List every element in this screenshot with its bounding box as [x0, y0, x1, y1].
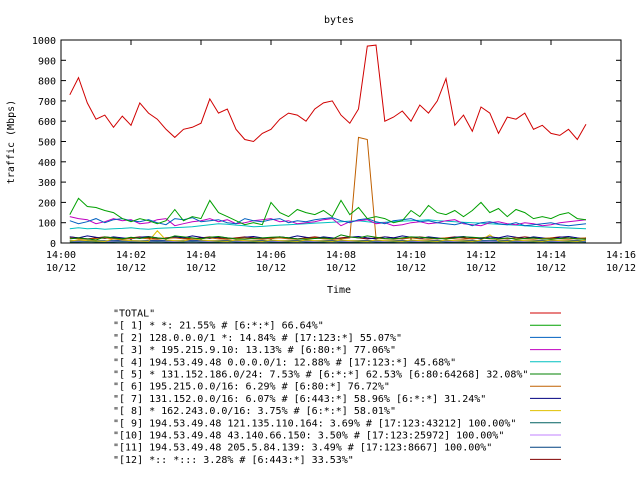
y-tick-label: 600	[38, 117, 56, 128]
series-line-0	[69, 44, 587, 143]
x-tick-date: 10/12	[466, 263, 496, 274]
legend-entry-label: "[12] *:: *::: 3.28% # [6:443:*] 33.53%"	[113, 455, 354, 466]
y-tick-label: 1000	[32, 36, 56, 47]
y-tick-label: 300	[38, 178, 56, 189]
plot-frame	[60, 39, 622, 244]
y-tick-label: 100	[38, 219, 56, 230]
y-tick-label: 900	[38, 56, 56, 67]
y-tick-label: 200	[38, 198, 56, 209]
y-tick-label: 500	[38, 138, 56, 149]
x-tick-time: 14:04	[186, 250, 216, 261]
legend-entry-label: "[ 6] 195.215.0.0/16: 6.29% # [6:80:*] 7…	[113, 382, 390, 393]
x-tick-date: 10/12	[396, 263, 426, 274]
legend-entry-label: "[ 7] 131.152.0.0/16: 6.07% # [6:443:*] …	[113, 394, 486, 405]
y-axis-label: traffic (Mbps)	[6, 100, 17, 184]
x-axis-label: Time	[327, 285, 351, 296]
x-tick-date: 10/12	[606, 263, 636, 274]
legend-entry-label: "[ 4] 194.53.49.48 0.0.0.0/1: 12.88% # […	[113, 357, 456, 368]
y-tick-label: 700	[38, 97, 56, 108]
legend-entry-label: "[ 1] * *: 21.55% # [6:*:*] 66.64%"	[113, 321, 324, 332]
x-tick-time: 14:08	[326, 250, 356, 261]
legend-entry-label: "[ 9] 194.53.49.48 121.135.110.164: 3.69…	[113, 418, 516, 429]
x-tick-time: 14:14	[536, 250, 566, 261]
series-line-3	[69, 216, 587, 227]
x-tick-time: 14:00	[46, 250, 76, 261]
legend-entry-label: "[ 3] * 195.215.9.10: 13.13% # [6:80:*] …	[113, 345, 396, 356]
x-tick-date: 10/12	[186, 263, 216, 274]
x-tick-date: 10/12	[256, 263, 286, 274]
legend: "TOTAL""[ 1] * *: 21.55% # [6:*:*] 66.64…	[113, 309, 561, 466]
x-tick-date: 10/12	[116, 263, 146, 274]
x-tick-time: 14:06	[256, 250, 286, 261]
legend-entry-label: "[10] 194.53.49.48 43.140.66.150: 3.50% …	[113, 431, 504, 442]
chart-title: bytes	[324, 15, 354, 26]
y-tick-label: 400	[38, 158, 56, 169]
legend-entry-label: "[ 5] * 131.152.186.0/24: 7.53% # [6:*:*…	[113, 370, 528, 381]
series-layer	[69, 44, 587, 243]
x-tick-date: 10/12	[536, 263, 566, 274]
series-line-1	[69, 197, 587, 226]
x-tick-time: 14:02	[116, 250, 146, 261]
chart-axes: 0 100 200 300 400 500 600 700 800 900 1000 14:00 10/…	[32, 36, 636, 274]
x-tick-time: 14:10	[396, 250, 426, 261]
y-tick-label: 0	[50, 239, 56, 250]
y-tick-label: 800	[38, 77, 56, 88]
legend-entry-label: "[ 8] * 162.243.0.0/16: 3.75% # [6:*:*] …	[113, 406, 396, 417]
x-tick-date: 10/12	[46, 263, 76, 274]
series-line-8	[69, 230, 587, 242]
series-line-5	[69, 234, 587, 241]
legend-entry-label: "[11] 194.53.49.48 205.5.84.139: 3.49% #…	[113, 443, 492, 454]
legend-entry-label: "TOTAL"	[113, 309, 155, 320]
x-tick-time: 14:16	[606, 250, 636, 261]
legend-entry-label: "[ 2] 128.0.0.0/1 *: 14.84% # [17:123:*]…	[113, 333, 402, 344]
x-tick-time: 14:12	[466, 250, 496, 261]
x-tick-date: 10/12	[326, 263, 356, 274]
series-line-2	[69, 217, 587, 227]
